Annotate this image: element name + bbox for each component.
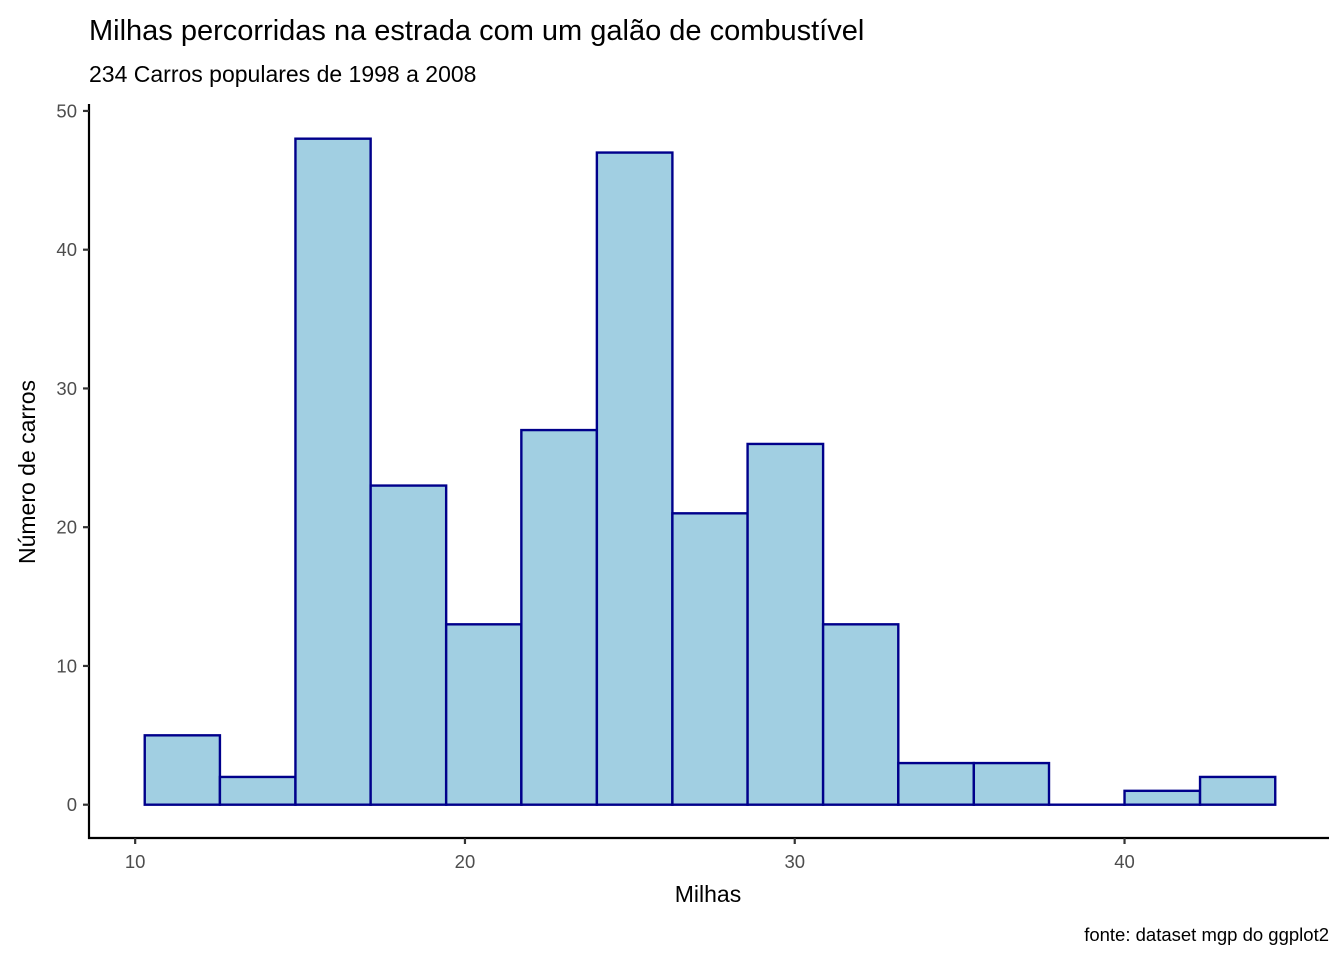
histogram-bar-11 <box>897 761 976 806</box>
histogram-bar-5 <box>444 623 523 806</box>
histogram-bar-2 <box>218 775 297 806</box>
axes-layer: 0 10 20 30 40 50 10 20 30 40 <box>56 100 1329 872</box>
y-tick-label-10: 10 <box>56 655 77 676</box>
x-tick-label-40: 40 <box>1114 851 1135 872</box>
histogram-bar-6 <box>520 428 599 806</box>
y-axis-title: Número de carros <box>14 380 40 564</box>
y-tick-label-0: 0 <box>67 794 77 815</box>
histogram-bar-10 <box>821 623 900 806</box>
histogram-bar-8 <box>671 512 749 806</box>
histogram-bar-15 <box>1198 775 1277 806</box>
histogram-bar-7 <box>595 151 674 806</box>
histogram-bar-3 <box>294 137 372 806</box>
chart-subtitle: 234 Carros populares de 1998 a 2008 <box>89 61 476 87</box>
y-tick-label-30: 30 <box>56 378 77 399</box>
chart-caption: fonte: dataset mgp do ggplot2 <box>1084 924 1329 945</box>
chart-title: Milhas percorridas na estrada com um gal… <box>89 15 864 47</box>
y-tick-label-40: 40 <box>56 239 77 260</box>
histogram-bar-4 <box>369 484 448 806</box>
x-axis-title: Milhas <box>675 881 741 907</box>
histogram-bar-12 <box>972 761 1051 806</box>
y-tick-label-50: 50 <box>56 100 77 121</box>
x-tick-label-20: 20 <box>455 851 476 872</box>
histogram-bar-14 <box>1123 789 1202 806</box>
x-tick-label-30: 30 <box>784 851 805 872</box>
y-tick-label-20: 20 <box>56 517 77 538</box>
histogram-bar-9 <box>746 442 825 806</box>
histogram-bar-1 <box>143 734 222 806</box>
x-tick-label-10: 10 <box>125 851 146 872</box>
bars-layer <box>143 137 1277 806</box>
